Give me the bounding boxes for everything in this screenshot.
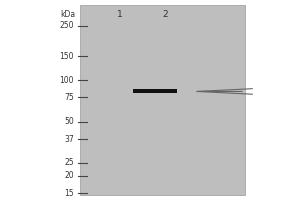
Text: 50: 50 [64, 117, 74, 126]
Bar [80, 5, 245, 195]
Text: 2: 2 [162, 10, 168, 19]
Bar [133, 89, 177, 93]
Text: 20: 20 [64, 171, 74, 180]
Text: kDa: kDa [60, 10, 75, 19]
Text: 1: 1 [117, 10, 123, 19]
Text: 25: 25 [64, 158, 74, 167]
Text: 150: 150 [59, 52, 74, 61]
Text: 100: 100 [59, 76, 74, 85]
Text: 15: 15 [64, 188, 74, 198]
Text: 250: 250 [59, 21, 74, 30]
Text: 75: 75 [64, 93, 74, 102]
Text: 37: 37 [64, 135, 74, 144]
